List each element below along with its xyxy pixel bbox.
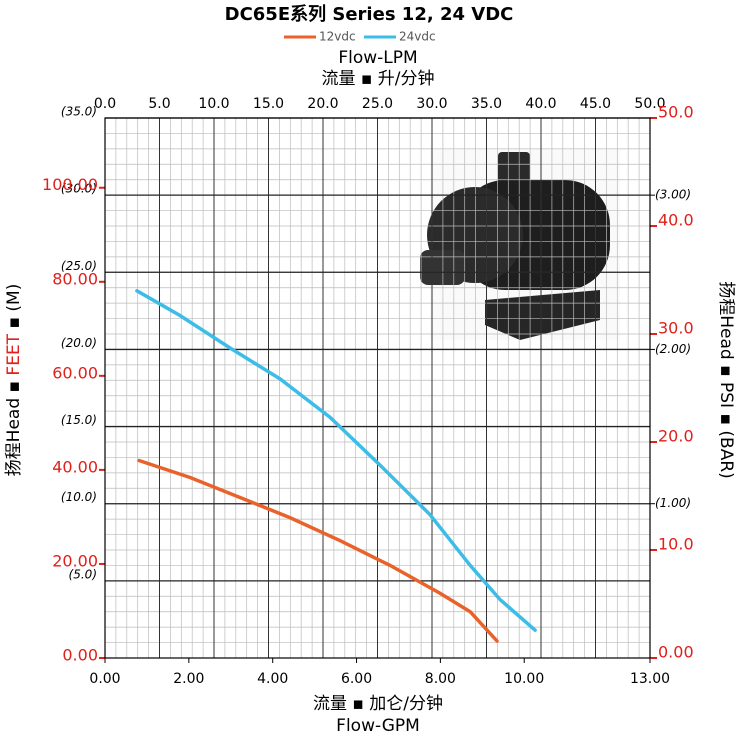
pump-inlet — [420, 250, 465, 285]
x-tick-label: 0.00 — [89, 671, 120, 687]
y2-tick-label: 10.0 — [658, 535, 694, 554]
y-bar-tick-label: (2.00) — [655, 342, 691, 356]
series-line — [137, 458, 499, 643]
y-tick-label: (5.0) — [69, 567, 97, 581]
legend-label: 12vdc — [319, 30, 356, 44]
y-feet-tick-label: 40.00 — [52, 457, 98, 476]
x2-axis-title: 流量 ▪ 升/分钟 — [321, 69, 434, 89]
y2-tick-label: 40.0 — [658, 211, 694, 230]
x2-tick-label: 15.0 — [253, 96, 284, 112]
x-axis-title: Flow-GPM — [336, 716, 420, 736]
y-bar-tick-label: (3.00) — [655, 188, 691, 202]
x2-tick-label: 35.0 — [471, 96, 502, 112]
y2-tick-label: 50.0 — [658, 103, 694, 122]
y-axis-title-part: ▪ (M) — [4, 284, 24, 334]
x2-tick-label: 20.0 — [307, 96, 338, 112]
y-tick-label: (25.0) — [61, 259, 97, 273]
pump-image — [420, 150, 620, 340]
y-axis-title-part: 扬程Head ▪ — [4, 376, 24, 477]
y-axis-title: 扬程Head ▪ FEET ▪ (M) — [4, 284, 24, 477]
y-tick-label: (10.0) — [61, 490, 97, 504]
x-tick-label: 13.00 — [630, 671, 670, 687]
y-axis-title-part: FEET — [4, 333, 24, 375]
x2-tick-label: 30.0 — [416, 96, 447, 112]
x-tick-label: 2.00 — [173, 671, 204, 687]
y2-tick-label: 20.0 — [658, 427, 694, 446]
x2-tick-label: 50.0 — [634, 96, 665, 112]
x-tick-label: 6.00 — [341, 671, 372, 687]
y-tick-label: (15.0) — [61, 413, 97, 427]
y2-tick-label: 30.0 — [658, 319, 694, 338]
y-feet-tick-label: 0.00 — [62, 646, 98, 665]
x2-tick-label: 10.0 — [198, 96, 229, 112]
y-tick-label: (35.0) — [61, 105, 97, 119]
x2-tick-label: 45.0 — [580, 96, 611, 112]
y-feet-tick-label: 20.00 — [52, 551, 98, 570]
y-tick-label: (30.0) — [61, 182, 97, 196]
y-feet-tick-label: 100.00 — [42, 175, 98, 194]
y-feet-tick-label: 80.00 — [52, 269, 98, 288]
x2-axis-title: Flow-LPM — [338, 48, 417, 68]
x-axis-title: 流量 ▪ 加仑/分钟 — [313, 694, 443, 714]
pump-base — [485, 290, 600, 340]
x2-tick-label: 25.0 — [362, 96, 393, 112]
chart-title: DC65E系列 Series 12, 24 VDC — [225, 4, 514, 25]
y-feet-tick-label: 60.00 — [52, 363, 98, 382]
x2-tick-label: 0.0 — [94, 96, 116, 112]
legend-label: 24vdc — [399, 30, 436, 44]
x2-tick-label: 40.0 — [525, 96, 556, 112]
x-tick-label: 10.00 — [504, 671, 544, 687]
y-bar-tick-label: (1.00) — [655, 496, 691, 510]
y2-tick-label: 0.00 — [658, 643, 694, 662]
x-tick-label: 4.00 — [257, 671, 288, 687]
y2-axis-title: 扬程Head ▪ PSI ▪ (BAR) — [716, 281, 736, 479]
series-line — [135, 289, 537, 632]
plot-frame — [104, 117, 651, 659]
x-tick-label: 8.00 — [425, 671, 456, 687]
x2-tick-label: 5.0 — [148, 96, 170, 112]
y-tick-label: (20.0) — [61, 336, 97, 350]
